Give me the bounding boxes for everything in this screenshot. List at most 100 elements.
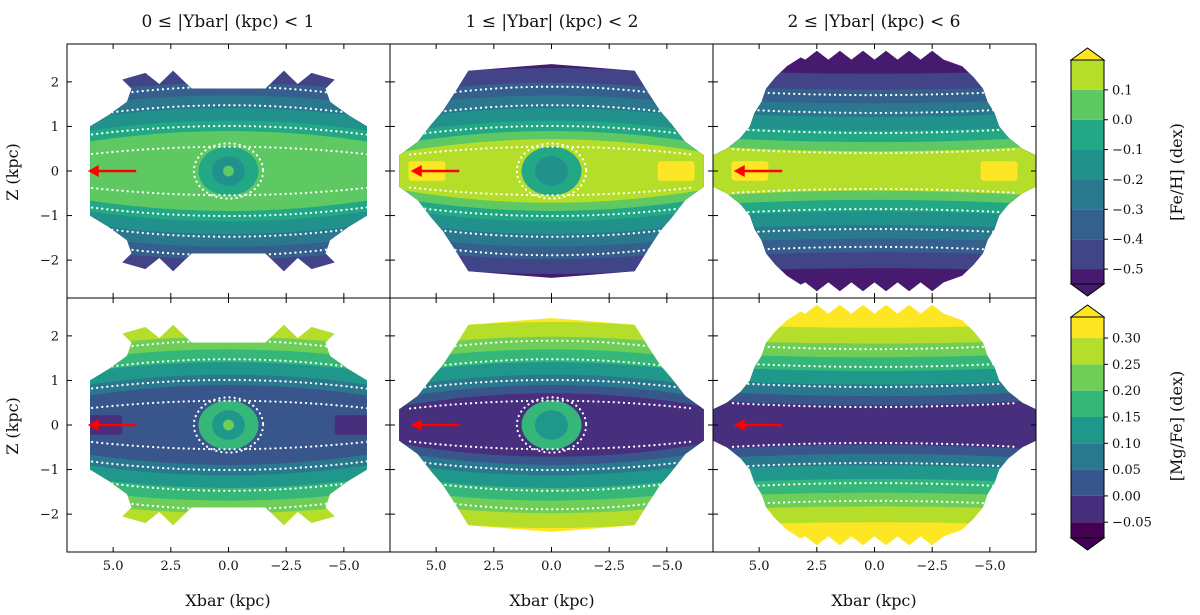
plane-peak: [980, 415, 1018, 435]
ytick-label: 0: [51, 165, 59, 180]
xtick-label: 2.5: [160, 559, 181, 574]
colorbar-frame: [1070, 59, 1105, 285]
xtick-label: 2.5: [806, 559, 827, 574]
sun-direction-arrowhead: [733, 419, 745, 431]
contour-line: [90, 440, 367, 451]
colorbar-segment: [1071, 416, 1104, 444]
contour-field: [713, 50, 1036, 292]
colorbars: −0.5 −0.4 −0.3 −0.2 −0.1 0.0 0.1 −0.05 0.00 0.05 0…: [1069, 47, 1152, 551]
contour-line-bulge: [192, 396, 265, 454]
plane-peak: [657, 161, 695, 181]
colorbar-tick-label: −0.4: [1112, 233, 1144, 248]
contour-line: [90, 358, 367, 371]
contour-line: [731, 441, 1018, 448]
colorbar-tick-label: 0.30: [1112, 332, 1141, 347]
panel-r0-c0: 2 1 0 −1 −2: [40, 43, 391, 299]
colorbar-segment: [1071, 149, 1104, 180]
contour-field: [713, 304, 1036, 546]
colorbar-frame: [1070, 316, 1105, 539]
colorbar-segment: [1071, 209, 1104, 240]
bulge-core: [535, 410, 568, 440]
column-title-1: 1 ≤ |Ybar| (kpc) < 2: [466, 12, 639, 32]
xtick-label: 5.0: [426, 559, 447, 574]
colorbar-segment: [1071, 239, 1104, 270]
ytick-label: −2: [40, 254, 59, 269]
sun-direction-arrowhead: [410, 419, 422, 431]
contour-line: [408, 186, 695, 197]
contour-line-bulge: [515, 396, 588, 454]
panel-r1-c0: 5.0 2.5 0.0 −2.5 −5.0 2 1 0 −1 −2: [40, 297, 391, 574]
contour-line: [731, 481, 1018, 489]
colorbar-segment: [1071, 89, 1104, 120]
column-title-2: 2 ≤ |Ybar| (kpc) < 6: [788, 12, 961, 32]
contour-line: [408, 225, 695, 238]
contour-line: [408, 459, 695, 472]
contour-line: [408, 145, 695, 156]
bulge-center: [223, 165, 234, 177]
panel-r0-c1: [389, 43, 714, 299]
colorbar-segment: [1071, 338, 1104, 365]
xlabel-1: Xbar (kpc): [509, 591, 594, 610]
colorbar-extend-top: [1069, 47, 1106, 61]
colorbar-segment: [1071, 522, 1104, 538]
ytick-label: 2: [51, 75, 59, 90]
bulge-core: [535, 156, 568, 186]
colorbar-segment: [1071, 495, 1104, 523]
colorbar-tick-label: 0.25: [1112, 358, 1141, 373]
contour-line: [408, 479, 695, 492]
ytick-label: 1: [51, 120, 59, 135]
colorbar-segment: [1071, 119, 1104, 150]
contour-line: [731, 402, 1018, 409]
ytick-label: −2: [40, 508, 59, 523]
xtick-label: −2.5: [270, 559, 302, 574]
contour-line: [731, 187, 1018, 194]
contour-line: [408, 104, 695, 117]
ytick-label: 2: [51, 329, 59, 344]
contour-line: [90, 186, 367, 197]
contour-line: [90, 124, 367, 137]
column-title-0: 0 ≤ |Ybar| (kpc) < 1: [142, 12, 315, 32]
sun-direction-arrowhead: [410, 165, 422, 177]
sun-direction-arrowhead: [87, 165, 99, 177]
colorbar-segment: [1071, 60, 1104, 90]
colorbar-segment: [1071, 469, 1104, 496]
colorbar-segment: [1071, 269, 1104, 284]
panel-grid: 2 1 0 −1 −2 5.0 2.5 0.0 −2.5 −5.0 2 1 0 −1 −2 5.0 2.5 0.0…: [40, 43, 1037, 574]
contour-line: [731, 245, 1018, 252]
colorbar-extend-bottom: [1069, 283, 1106, 297]
colorbar-tick-label: −0.2: [1112, 173, 1144, 188]
contour-line: [731, 461, 1018, 469]
xtick-label: −5.0: [974, 559, 1006, 574]
contour-line: [731, 344, 1018, 351]
contour-line-bulge: [192, 142, 265, 200]
xtick-label: 0.0: [541, 559, 562, 574]
contour-line: [408, 378, 695, 391]
plane-peak: [980, 161, 1018, 181]
xtick-label: −2.5: [916, 559, 948, 574]
colorbar-extend-top: [1069, 304, 1106, 318]
contour-line: [90, 205, 367, 218]
xtick-label: −5.0: [328, 559, 360, 574]
panel-r0-c2: [712, 43, 1037, 299]
xtick-label: −5.0: [651, 559, 683, 574]
contour-line: [90, 459, 367, 472]
colorbar-tick-label: 0.10: [1112, 437, 1141, 452]
contour-line: [731, 107, 1018, 115]
contour-line: [90, 104, 367, 117]
contour-line: [408, 440, 695, 451]
contour-line: [408, 205, 695, 218]
contour-line: [90, 225, 367, 238]
xtick-label: 2.5: [483, 559, 504, 574]
xtick-label: 5.0: [749, 559, 770, 574]
xtick-label: 0.0: [218, 559, 239, 574]
panel-r1-c2: 5.0 2.5 0.0 −2.5 −5.0: [712, 297, 1037, 574]
colorbar-tick-label: 0.20: [1112, 384, 1141, 399]
colorbar-title-mgfe: [Mg/Fe] (dex): [1167, 371, 1186, 482]
colorbar-tick-label: 0.0: [1112, 113, 1133, 128]
contour-band: [713, 146, 1036, 196]
sun-direction-arrowhead: [87, 419, 99, 431]
colorbar-tick-label: −0.5: [1112, 263, 1144, 278]
ytick-label: 0: [51, 419, 59, 434]
colorbar-tick-label: −0.1: [1112, 143, 1144, 158]
